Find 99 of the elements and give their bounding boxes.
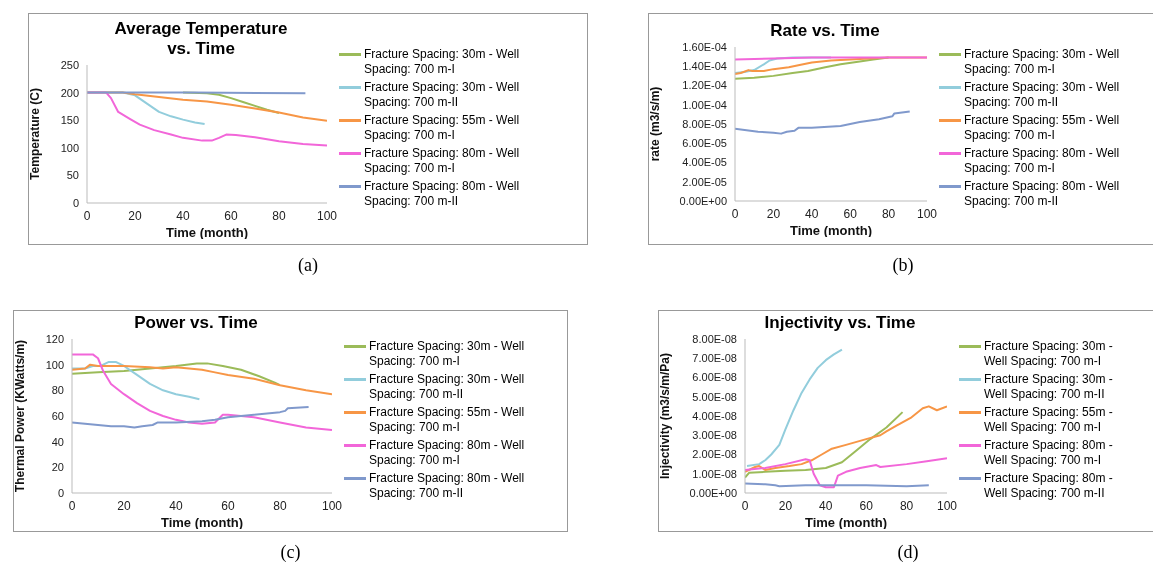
y-tick-label: 100 <box>60 141 79 154</box>
legend-label: Fracture Spacing: 80m - Well Spacing: 700 m-I <box>364 145 521 176</box>
line-series <box>72 361 201 401</box>
chart-title: Power vs. Time <box>133 313 258 333</box>
x-axis-title: Time (month) <box>789 223 873 238</box>
y-tick-label: 1.40E-04 <box>682 60 727 73</box>
legend-label: Fracture Spacing: 80m - Well Spacing: 700 m-II <box>964 178 1121 209</box>
x-axis-title: Time (month) <box>160 515 244 530</box>
legend-label: Fracture Spacing: 80m - Well Spacing: 700 m-II <box>364 178 521 209</box>
y-tick-label: 200 <box>60 86 79 99</box>
x-tick-label: 20 <box>778 498 793 513</box>
text: (d) <box>896 542 920 563</box>
y-tick-label: 120 <box>45 332 64 345</box>
chart-title: Average Temperature vs. Time <box>113 19 289 59</box>
x-tick-label: 60 <box>224 208 238 223</box>
y-tick-label: 2.00E-05 <box>682 175 727 188</box>
y-tick-label: 8.00E-08 <box>692 332 737 345</box>
legend-label: Fracture Spacing: 30m - Well Spacing: 700 m-II <box>984 371 1114 402</box>
x-tick-label: 60 <box>843 206 858 221</box>
y-tick-label: 7.00E-08 <box>692 352 737 365</box>
line-series <box>746 348 843 468</box>
legend-label: Fracture Spacing: 55m - Well Spacing: 700 m-I <box>984 404 1114 435</box>
y-tick-label: 1.60E-04 <box>682 40 727 53</box>
line-series <box>72 353 332 432</box>
x-tick-label: 80 <box>881 206 896 221</box>
y-axis-title: rate (m3/s/m) <box>648 86 663 162</box>
x-tick-label: 40 <box>805 206 819 221</box>
y-tick-label: 6.00E-08 <box>692 371 737 384</box>
legend-label: Fracture Spacing: 30m - Well Spacing: 700 m-I <box>984 338 1114 369</box>
y-tick-label: 1.20E-04 <box>682 79 727 92</box>
y-tick-label: 2.00E-08 <box>692 448 737 461</box>
y-tick-label: 1.00E-08 <box>692 467 737 480</box>
x-tick-label: 100 <box>316 208 338 223</box>
line-series <box>72 363 332 396</box>
y-tick-label: 0 <box>57 486 64 499</box>
line-series <box>745 457 947 489</box>
y-axis-title: Temperature (C) <box>28 88 43 180</box>
y-tick-label: 4.00E-05 <box>682 156 727 169</box>
x-tick-label: 100 <box>936 498 958 513</box>
y-tick-label: 100 <box>45 358 64 371</box>
x-axis-title: Time (month) <box>165 225 249 240</box>
legend-label: Fracture Spacing: 55m - Well Spacing: 700 m-I <box>364 112 521 143</box>
x-tick-label: 40 <box>169 498 183 513</box>
y-tick-label: 0.00E+00 <box>689 486 737 499</box>
y-tick-label: 0.00E+00 <box>679 194 727 207</box>
x-tick-label: 40 <box>176 208 190 223</box>
line-series <box>745 411 904 479</box>
y-tick-label: 50 <box>66 169 79 182</box>
line-series <box>72 406 310 429</box>
y-tick-label: 8.00E-05 <box>682 117 727 130</box>
legend-label: Fracture Spacing: 30m - Well Spacing: 700 m-I <box>964 46 1121 77</box>
y-tick-label: 80 <box>51 384 64 397</box>
legend-label: Fracture Spacing: 80m - Well Spacing: 700 m-II <box>369 470 526 501</box>
legend-label: Fracture Spacing: 80m - Well Spacing: 700 m-I <box>369 437 526 468</box>
y-tick-label: 6.00E-05 <box>682 137 727 150</box>
x-tick-label: 20 <box>128 208 142 223</box>
y-tick-label: 5.00E-08 <box>692 390 737 403</box>
legend-label: Fracture Spacing: 55m - Well Spacing: 700 m-I <box>964 112 1121 143</box>
y-axis-title: Thermal Power (KWatts/m) <box>13 339 28 493</box>
text: (a) <box>297 255 319 276</box>
x-tick-label: 80 <box>899 498 914 513</box>
x-axis-title: Time (month) <box>804 515 888 530</box>
x-tick-label: 60 <box>221 498 235 513</box>
chart-title: Rate vs. Time <box>769 21 880 41</box>
legend-label: Fracture Spacing: 80m - Well Spacing: 700 m-I <box>964 145 1121 176</box>
text: (b) <box>891 255 915 276</box>
y-tick-label: 4.00E-08 <box>692 409 737 422</box>
y-axis-title: Injectivity (m3/s/m/Pa) <box>658 352 673 480</box>
legend-label: Fracture Spacing: 30m - Well Spacing: 700 m-I <box>364 46 521 77</box>
y-tick-label: 0 <box>72 196 79 209</box>
legend-label: Fracture Spacing: 80m - Well Spacing: 700 m-I <box>984 437 1114 468</box>
legend-label: Fracture Spacing: 80m - Well Spacing: 700 m-II <box>984 470 1114 501</box>
y-tick-label: 1.00E-04 <box>682 98 727 111</box>
y-tick-label: 40 <box>51 435 64 448</box>
x-tick-label: 100 <box>321 498 343 513</box>
x-tick-label: 60 <box>859 498 874 513</box>
text: (c) <box>279 542 302 563</box>
x-tick-label: 20 <box>766 206 781 221</box>
x-tick-label: 80 <box>272 208 286 223</box>
legend-label: Fracture Spacing: 55m - Well Spacing: 700 m-I <box>369 404 526 435</box>
y-tick-label: 3.00E-08 <box>692 429 737 442</box>
chart-title: Injectivity vs. Time <box>763 313 916 333</box>
line-series <box>735 110 911 135</box>
y-tick-label: 250 <box>60 58 79 71</box>
legend-label: Fracture Spacing: 30m - Well Spacing: 700 m-II <box>369 371 526 402</box>
x-tick-label: 100 <box>916 206 938 221</box>
x-tick-label: 80 <box>273 498 287 513</box>
line-series <box>72 362 281 387</box>
y-tick-label: 150 <box>60 114 79 127</box>
y-tick-label: 20 <box>51 461 64 474</box>
legend-label: Fracture Spacing: 30m - Well Spacing: 700 m-II <box>964 79 1121 110</box>
x-tick-label: 0 <box>741 498 749 513</box>
legend-label: Fracture Spacing: 30m - Well Spacing: 700 m-I <box>369 338 526 369</box>
y-tick-label: 60 <box>51 409 64 422</box>
legend-label: Fracture Spacing: 30m - Well Spacing: 700 m-II <box>364 79 521 110</box>
x-tick-label: 40 <box>819 498 833 513</box>
x-tick-label: 20 <box>117 498 131 513</box>
line-series <box>745 405 947 473</box>
x-tick-label: 0 <box>83 208 91 223</box>
